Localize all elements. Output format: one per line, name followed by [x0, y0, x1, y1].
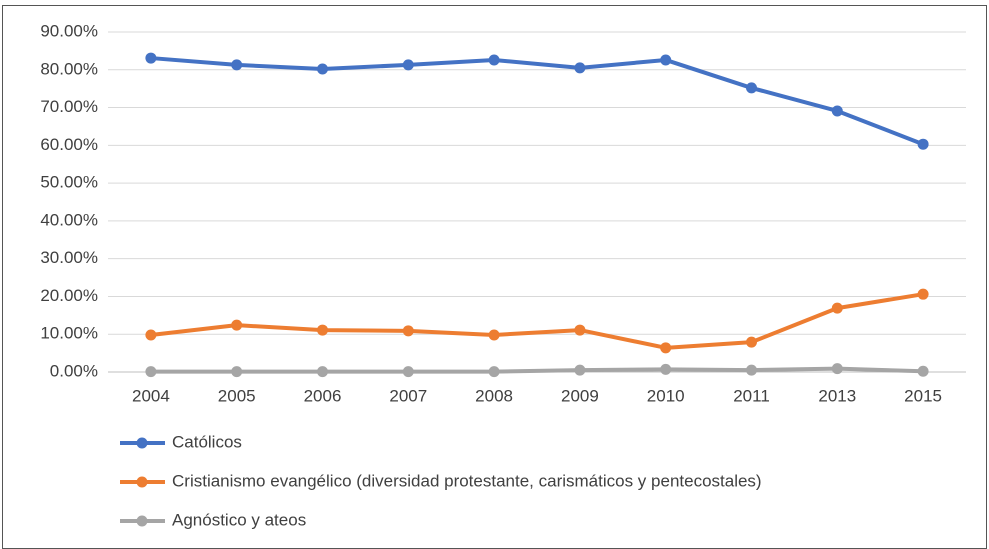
- x-tick-label: 2011: [733, 386, 770, 405]
- data-point: [488, 366, 500, 378]
- y-tick-label: 60.00%: [40, 135, 98, 154]
- data-point: [488, 329, 500, 341]
- series-line: [150, 56, 924, 147]
- data-point: [746, 336, 757, 348]
- data-point: [402, 366, 414, 378]
- x-tick-label: 2005: [218, 386, 256, 405]
- legend-marker: [136, 476, 148, 488]
- data-point: [231, 59, 243, 71]
- data-point: [917, 138, 929, 150]
- legend-label: Agnóstico y ateos: [172, 510, 306, 529]
- series-line: [150, 292, 924, 350]
- y-tick-label: 70.00%: [40, 97, 98, 116]
- y-tick-label: 30.00%: [40, 248, 98, 267]
- x-tick-label: 2004: [132, 386, 170, 405]
- data-point: [660, 363, 672, 375]
- x-tick-label: 2015: [904, 386, 942, 405]
- data-point: [831, 105, 843, 117]
- data-point: [831, 302, 843, 314]
- data-point: [402, 59, 414, 71]
- data-point: [145, 329, 157, 341]
- y-tick-label: 80.00%: [40, 59, 98, 78]
- data-point: [231, 319, 243, 331]
- y-tick-label: 90.00%: [40, 21, 98, 40]
- x-tick-label: 2007: [389, 386, 427, 405]
- data-point: [317, 366, 328, 378]
- data-point: [317, 324, 328, 336]
- y-tick-label: 40.00%: [40, 210, 98, 229]
- x-tick-label: 2006: [304, 386, 342, 405]
- x-tick-label: 2008: [475, 386, 513, 405]
- frame: [2, 5, 987, 549]
- x-tick-label: 2009: [561, 386, 599, 405]
- data-point: [145, 366, 157, 378]
- legend-marker: [136, 515, 148, 527]
- data-point: [917, 288, 929, 300]
- y-tick-label: 0.00%: [50, 361, 98, 380]
- data-point: [231, 366, 243, 378]
- legend-marker: [136, 437, 148, 449]
- legend-label: Católicos: [172, 432, 242, 451]
- data-point: [145, 52, 157, 64]
- data-point: [660, 342, 672, 354]
- data-point: [660, 54, 672, 66]
- y-tick-label: 10.00%: [40, 324, 98, 343]
- data-point: [746, 82, 757, 94]
- y-tick-label: 20.00%: [40, 286, 98, 305]
- data-point: [402, 325, 414, 337]
- data-point: [574, 324, 586, 336]
- series-line: [150, 366, 924, 374]
- y-tick-label: 50.00%: [40, 173, 98, 192]
- x-tick-label: 2013: [818, 386, 856, 405]
- legend-label: Cristianismo evangélico (diversidad prot…: [172, 471, 762, 490]
- data-point: [574, 364, 586, 376]
- data-point: [917, 365, 929, 377]
- data-point: [488, 54, 500, 66]
- data-point: [831, 363, 843, 375]
- data-point: [746, 364, 757, 376]
- data-point: [317, 63, 328, 75]
- x-tick-label: 2010: [647, 386, 685, 405]
- data-point: [574, 62, 586, 74]
